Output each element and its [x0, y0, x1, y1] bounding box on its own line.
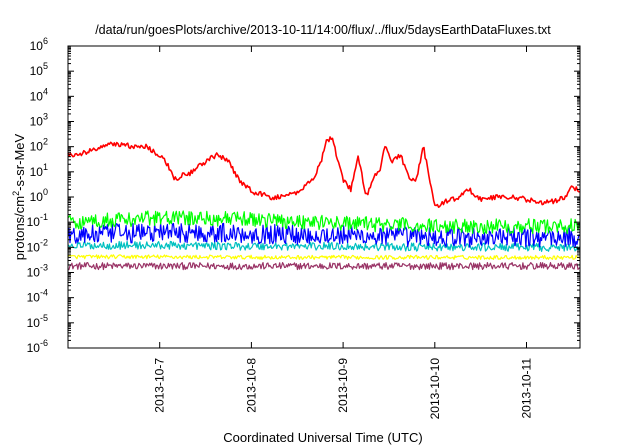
x-tick-label: 2013-10-7	[153, 358, 167, 413]
y-tick-label: 105	[30, 61, 48, 78]
y-tick-label: 10-4	[27, 288, 48, 305]
x-tick-label: 2013-10-11	[520, 358, 534, 419]
x-tick-label: 2013-10-9	[336, 358, 350, 413]
y-tick-label: 10-3	[27, 263, 48, 280]
x-axis: 2013-10-7 2013-10-8 2013-10-9 2013-10-10 201…	[153, 46, 534, 419]
y-tick-label: 10-5	[27, 313, 48, 330]
x-tick-label: 2013-10-10	[428, 358, 442, 420]
series-line-4	[67, 254, 581, 260]
series-line-3	[67, 240, 581, 252]
y-tick-label: 100	[30, 187, 48, 204]
series-line-0	[67, 136, 581, 208]
series-layer	[67, 136, 581, 271]
x-axis-label: Coordinated Universal Time (UTC)	[223, 430, 422, 445]
series-line-2	[67, 222, 581, 248]
x-tick-label: 2013-10-8	[244, 358, 258, 413]
y-tick-label: 104	[30, 86, 48, 103]
y-axis-label: protons/cm2-s-sr-MeV	[11, 133, 27, 260]
series-line-5	[68, 262, 581, 271]
y-axis-label-rest: -s-sr-MeV	[12, 133, 27, 190]
y-tick-label: 10-1	[27, 212, 48, 229]
y-axis-label-sup: 2	[11, 191, 21, 196]
y-axis-label-base: protons/cm	[12, 196, 27, 260]
y-tick-label: 102	[30, 137, 48, 154]
y-tick-label: 10-2	[27, 237, 48, 254]
y-tick-label: 101	[30, 162, 48, 179]
chart-title: /data/run/goesPlots/archive/2013-10-11/1…	[95, 23, 551, 37]
y-tick-label: 10-6	[27, 338, 48, 355]
y-tick-label: 103	[30, 112, 48, 129]
y-axis: 10-6 10-5 10-4 10-3 10-2 10-1 100 101 102 103 104 1…	[27, 36, 580, 355]
series-line-1	[67, 210, 581, 235]
y-tick-label: 106	[30, 36, 48, 53]
